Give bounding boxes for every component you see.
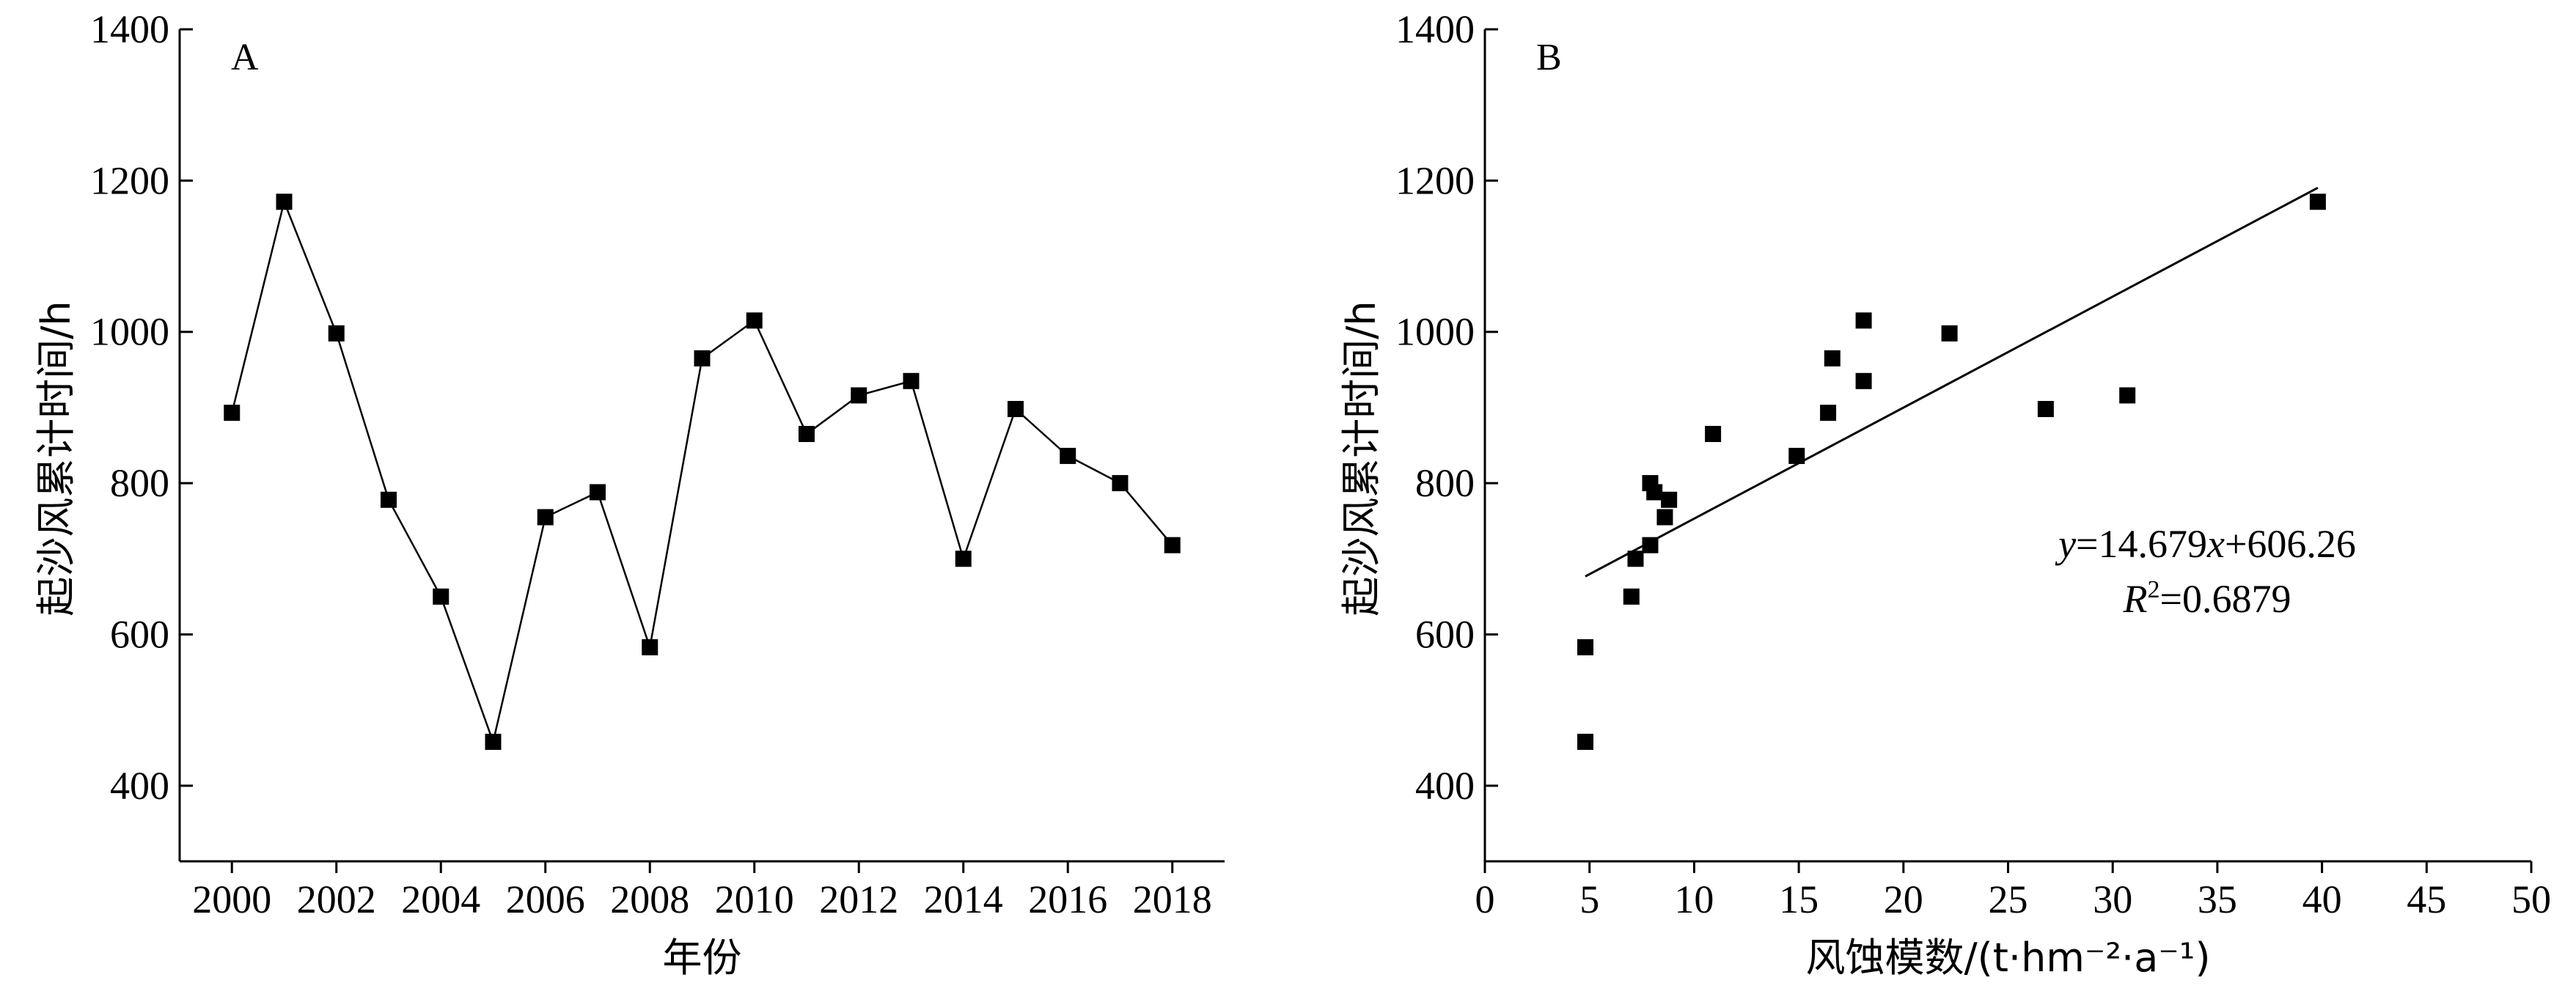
r-squared-superscript: 2 bbox=[2148, 576, 2160, 603]
equation-intercept: +606.26 bbox=[2225, 522, 2356, 566]
y-tick-label: 600 bbox=[1415, 612, 1475, 656]
data-point bbox=[224, 405, 241, 421]
data-point bbox=[1661, 491, 1678, 508]
data-point bbox=[1656, 509, 1673, 526]
panel-b-x-ticks: 0 5 10 15 20 25 30 35 40 45 50 bbox=[1475, 861, 2551, 921]
panel-b-y-ticks: 400 600 800 1000 1200 1400 bbox=[1395, 7, 1498, 808]
fit-line bbox=[1585, 186, 2319, 578]
r-squared-text: R2=0.6879 bbox=[2123, 576, 2291, 621]
panel-a-label: A bbox=[231, 37, 259, 78]
x-tick-label: 2018 bbox=[1133, 877, 1212, 921]
data-point bbox=[1855, 372, 1872, 389]
data-point bbox=[851, 387, 867, 404]
x-tick-label: 2004 bbox=[401, 877, 480, 921]
data-point bbox=[1642, 537, 1659, 553]
y-tick-label: 1200 bbox=[90, 158, 169, 202]
panel-b-points bbox=[1577, 194, 2326, 750]
x-tick-label: 40 bbox=[2302, 877, 2342, 921]
panel-a-y-axis-title: 起沙风累计时间/h bbox=[33, 301, 79, 616]
data-point bbox=[1164, 537, 1181, 553]
data-point bbox=[2037, 400, 2054, 417]
data-point bbox=[590, 484, 606, 501]
y-tick-label: 1400 bbox=[1395, 7, 1475, 51]
x-tick-label: 2000 bbox=[192, 877, 271, 921]
data-point bbox=[328, 325, 345, 342]
data-point bbox=[1623, 588, 1640, 605]
data-point bbox=[1788, 447, 1805, 464]
y-tick-label: 1000 bbox=[90, 310, 169, 354]
data-point bbox=[276, 194, 293, 210]
x-tick-label: 50 bbox=[2511, 877, 2551, 921]
equation-slope: =14.679 bbox=[2076, 522, 2207, 566]
x-tick-label: 45 bbox=[2407, 877, 2446, 921]
data-point bbox=[1705, 426, 1722, 443]
equation-x-var: x bbox=[2206, 522, 2225, 566]
y-tick-label: 800 bbox=[110, 461, 169, 505]
panel-a-series bbox=[224, 194, 1181, 750]
data-point bbox=[1112, 475, 1129, 492]
x-tick-label: 0 bbox=[1475, 877, 1495, 921]
x-tick-label: 30 bbox=[2093, 877, 2132, 921]
r-squared-var: R bbox=[2123, 577, 2148, 621]
panel-b-y-axis-title: 起沙风累计时间/h bbox=[1338, 301, 1384, 616]
y-tick-label: 400 bbox=[1415, 764, 1475, 808]
panel-a-x-axis-title: 年份 bbox=[663, 935, 742, 981]
data-point bbox=[485, 733, 502, 750]
data-point bbox=[1008, 400, 1024, 417]
data-point bbox=[433, 588, 449, 605]
data-point bbox=[1855, 312, 1872, 329]
panel-b-fit bbox=[1585, 186, 2319, 578]
x-tick-label: 2008 bbox=[610, 877, 689, 921]
data-point bbox=[903, 372, 920, 389]
regression-equation: y=14.679x+606.26 bbox=[2055, 522, 2356, 566]
data-point bbox=[955, 551, 972, 567]
equation-y-var: y bbox=[2055, 522, 2076, 566]
data-point bbox=[694, 350, 711, 367]
x-tick-label: 2016 bbox=[1028, 877, 1107, 921]
panel-b: 400 600 800 1000 1200 1400 0 5 10 15 20 25 30 35 40 45… bbox=[1338, 7, 2551, 981]
x-tick-label: 2002 bbox=[297, 877, 376, 921]
y-tick-label: 1200 bbox=[1395, 158, 1475, 202]
data-point bbox=[2309, 194, 2326, 210]
data-point bbox=[746, 312, 763, 329]
data-point bbox=[2119, 387, 2136, 404]
series-line bbox=[231, 199, 1173, 746]
x-tick-label: 35 bbox=[2198, 877, 2237, 921]
x-tick-label: 5 bbox=[1579, 877, 1599, 921]
panel-a-y-ticks: 400 600 800 1000 1200 1400 bbox=[90, 7, 193, 808]
data-point bbox=[799, 426, 815, 443]
x-tick-label: 15 bbox=[1779, 877, 1819, 921]
y-tick-label: 800 bbox=[1415, 461, 1475, 505]
panel-b-axes bbox=[1483, 29, 2531, 863]
x-tick-label: 2010 bbox=[715, 877, 794, 921]
data-point bbox=[1627, 551, 1644, 567]
data-point bbox=[642, 638, 658, 655]
x-tick-label: 2014 bbox=[924, 877, 1003, 921]
y-tick-label: 400 bbox=[110, 764, 169, 808]
data-point bbox=[1820, 405, 1837, 421]
y-tick-label: 1000 bbox=[1395, 310, 1475, 354]
y-tick-label: 600 bbox=[110, 612, 169, 656]
data-point bbox=[1824, 350, 1841, 367]
panel-b-label: B bbox=[1536, 37, 1562, 78]
data-point bbox=[381, 491, 397, 508]
data-point bbox=[1941, 325, 1958, 342]
panel-a-x-ticks: 2000 2002 2004 2006 2008 2010 2012 2014 2016 2018 bbox=[192, 861, 1212, 921]
data-point bbox=[1577, 638, 1593, 655]
x-tick-label: 10 bbox=[1674, 877, 1714, 921]
x-tick-label: 2006 bbox=[506, 877, 585, 921]
x-tick-label: 25 bbox=[1989, 877, 2028, 921]
y-tick-label: 1400 bbox=[90, 7, 169, 51]
panel-b-x-axis-title: 风蚀模数/(t·hm⁻²·a⁻¹) bbox=[1805, 935, 2210, 981]
r-squared-value: =0.6879 bbox=[2160, 577, 2291, 621]
data-point bbox=[1060, 447, 1076, 464]
x-tick-label: 20 bbox=[1884, 877, 1923, 921]
data-point bbox=[1646, 484, 1663, 501]
panel-a-axes bbox=[178, 29, 1225, 863]
data-point bbox=[1577, 733, 1593, 750]
x-tick-label: 2012 bbox=[819, 877, 898, 921]
data-point bbox=[537, 509, 554, 526]
